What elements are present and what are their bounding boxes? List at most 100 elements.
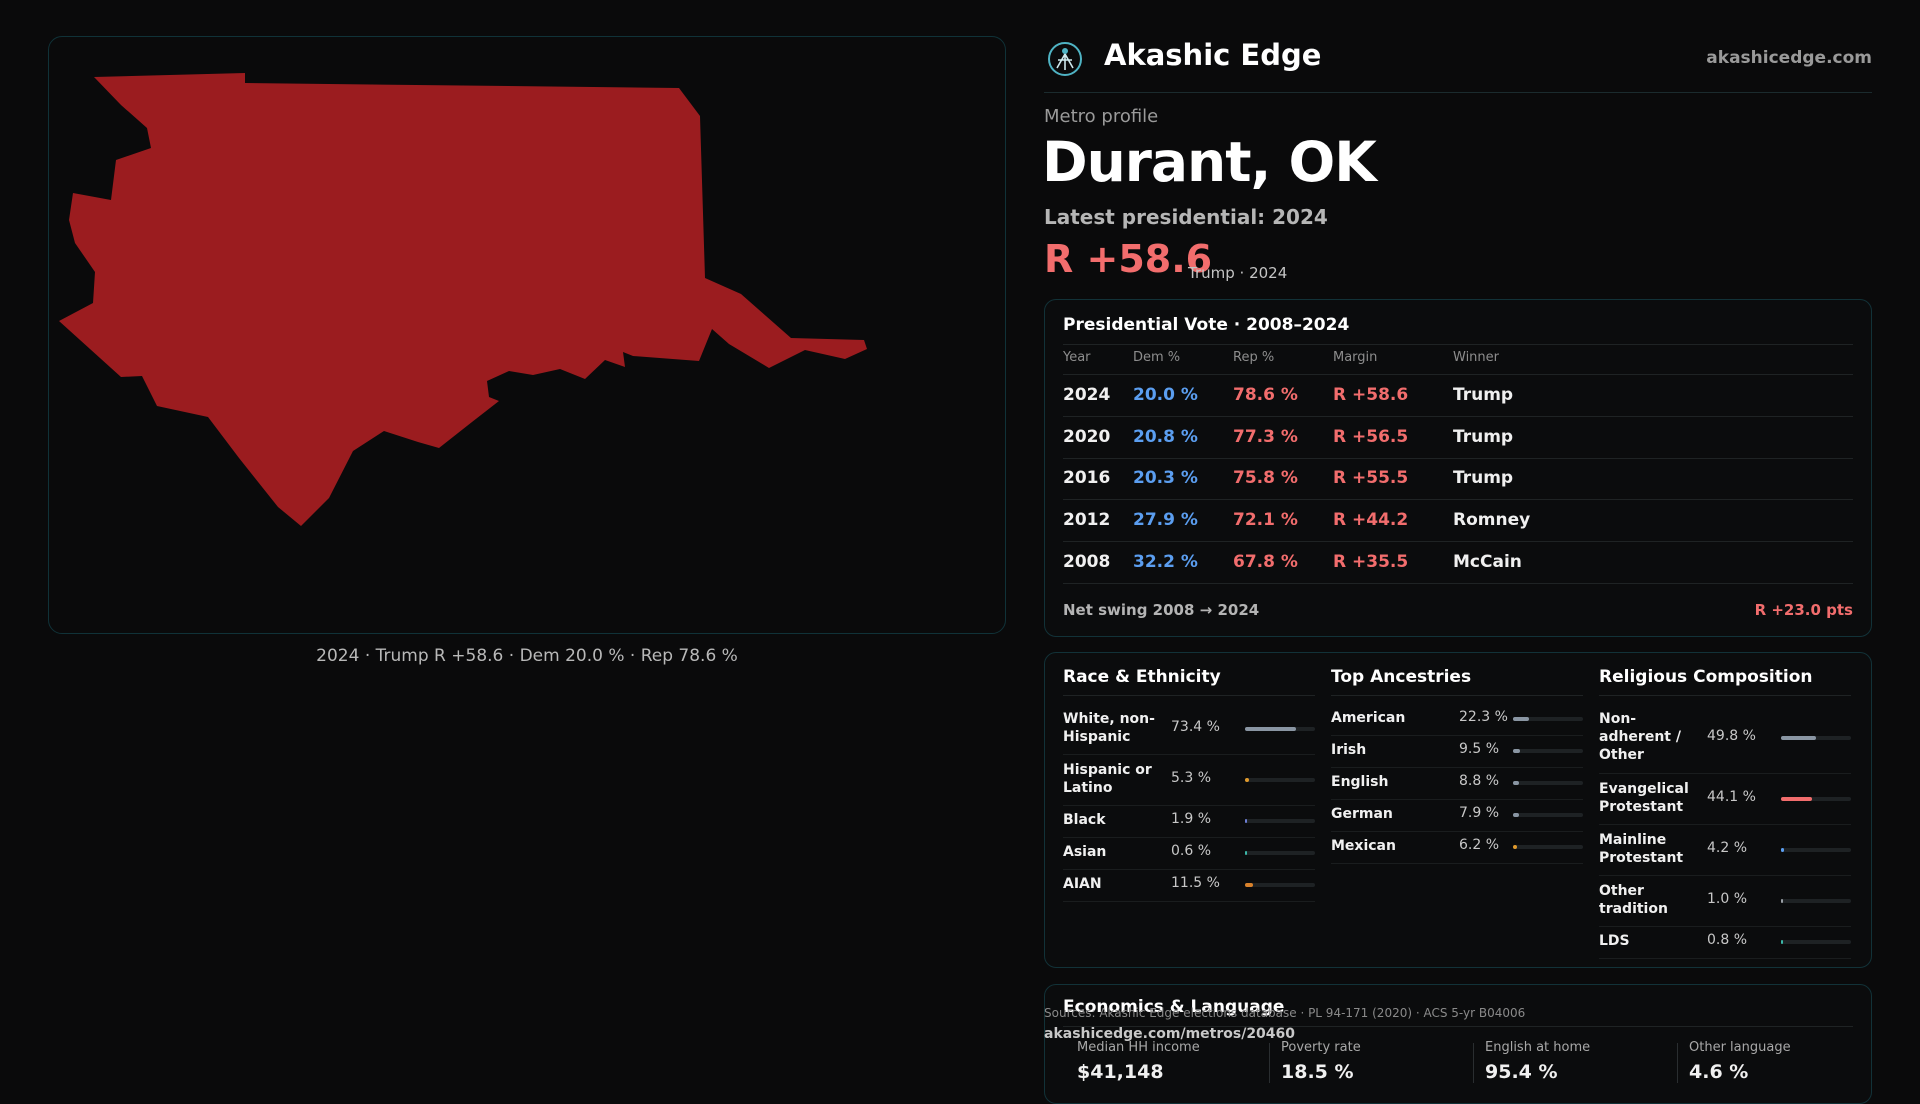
cell-margin: R +35.5 — [1333, 552, 1409, 572]
stat-bar-track — [1513, 845, 1583, 849]
metro-boundary-shape[interactable] — [59, 73, 867, 526]
stat-value: 5.3 % — [1171, 769, 1212, 786]
divider — [1473, 1043, 1474, 1083]
stat-label: American — [1331, 710, 1406, 726]
stat-bar-fill — [1245, 819, 1247, 823]
stat-label: Irish — [1331, 742, 1367, 758]
stat-label: White, non-Hispanic — [1063, 710, 1155, 745]
net-swing-label: Net swing 2008 → 2024 — [1063, 601, 1260, 619]
brand-header: Akashic Edge akashicedge.com — [1044, 36, 1872, 93]
stat-bar-fill — [1245, 851, 1247, 855]
table-row: 2020 20.8 % 77.3 % R +56.5 Trump — [1063, 417, 1853, 459]
stat-label: German — [1331, 806, 1393, 822]
stat-bar-track — [1513, 781, 1583, 785]
stat-bar-fill — [1245, 726, 1297, 731]
cell-dem: 20.0 % — [1133, 385, 1198, 405]
col-header-margin: Margin — [1333, 350, 1378, 365]
stat-row: English 8.8 % — [1331, 767, 1583, 800]
sources-note: Sources: Akashic Edge elections database… — [1044, 1006, 1526, 1020]
map-panel[interactable] — [48, 36, 1006, 634]
map-caption: 2024 · Trump R +58.6 · Dem 20.0 % · Rep … — [316, 646, 738, 666]
table-row: 2012 27.9 % 72.1 % R +44.2 Romney — [1063, 500, 1853, 542]
stat-bar-fill — [1245, 883, 1254, 887]
stat-bar-fill — [1781, 796, 1812, 801]
econ-stat-value: 18.5 % — [1281, 1061, 1354, 1083]
page-title: Durant, OK — [1042, 130, 1377, 194]
econ-stat: Median HH income $41,148 — [1077, 1040, 1267, 1083]
stat-value: 73.4 % — [1171, 718, 1220, 735]
cell-year: 2008 — [1063, 552, 1111, 572]
top-ancestries-section: Top Ancestries American 22.3 % Irish 9.5 % E… — [1331, 653, 1583, 969]
stat-bar-fill — [1513, 813, 1519, 817]
stat-value: 1.0 % — [1707, 890, 1748, 907]
stat-label: Hispanic or Latino — [1063, 761, 1152, 796]
cell-winner: Trump — [1453, 468, 1514, 488]
divider — [1063, 695, 1315, 696]
stat-row: Asian 0.6 % — [1063, 837, 1315, 870]
stat-row: AIAN 11.5 % — [1063, 869, 1315, 902]
stat-label: AIAN — [1063, 876, 1102, 892]
econ-stat: Other language 4.6 % — [1689, 1040, 1879, 1083]
col-header-dem: Dem % — [1133, 350, 1181, 365]
col-header-winner: Winner — [1453, 350, 1500, 365]
cell-winner: Romney — [1453, 510, 1531, 530]
latest-margin: R +58.6 — [1044, 237, 1213, 281]
stat-row: Evangelical Protestant 44.1 % — [1599, 773, 1851, 825]
col-header-rep: Rep % — [1233, 350, 1275, 365]
latest-margin-detail: Trump · 2024 — [1188, 264, 1288, 282]
stat-row: LDS 0.8 % — [1599, 926, 1851, 959]
stat-bar-fill — [1245, 777, 1249, 782]
stat-bar-fill — [1513, 845, 1518, 849]
stat-label: Mainline Protestant — [1599, 831, 1684, 866]
stat-bar-fill — [1781, 847, 1784, 852]
divider — [1599, 695, 1851, 696]
cell-year: 2016 — [1063, 468, 1111, 488]
economics-language-card: Economics & Language Median HH income $4… — [1044, 984, 1872, 1104]
stat-row: Mexican 6.2 % — [1331, 831, 1583, 864]
metro-permalink[interactable]: akashicedge.com/metros/20460 — [1044, 1026, 1296, 1042]
cell-rep: 75.8 % — [1233, 468, 1298, 488]
race-ethnicity-section: Race & Ethnicity White, non-Hispanic 73.4… — [1063, 653, 1315, 969]
akashic-logo-icon — [1046, 40, 1084, 82]
cell-margin: R +55.5 — [1333, 468, 1409, 488]
economics-title: Economics & Language — [1063, 997, 1285, 1017]
stat-row: Non-adherent / Other 49.8 % — [1599, 703, 1851, 774]
econ-stat-value: 95.4 % — [1485, 1061, 1558, 1083]
presidential-vote-card: Presidential Vote · 2008–2024 Year Dem %… — [1044, 299, 1872, 637]
stat-bar-track — [1781, 736, 1851, 740]
top-ancestries-title: Top Ancestries — [1331, 667, 1472, 687]
econ-stat-label: Median HH income — [1077, 1040, 1200, 1055]
econ-stat: Poverty rate 18.5 % — [1281, 1040, 1471, 1083]
metro-map[interactable] — [49, 37, 1006, 634]
brand-url-link[interactable]: akashicedge.com — [1706, 48, 1872, 68]
stat-value: 7.9 % — [1459, 805, 1500, 821]
stat-label: Black — [1063, 812, 1106, 828]
stat-bar-track — [1245, 883, 1315, 887]
cell-rep: 67.8 % — [1233, 552, 1298, 572]
stat-bar-track — [1245, 777, 1315, 782]
latest-presidential-label: Latest presidential: 2024 — [1044, 205, 1328, 229]
stat-bar-fill — [1513, 781, 1520, 785]
stat-row: White, non-Hispanic 73.4 % — [1063, 703, 1315, 755]
stat-label: Mexican — [1331, 838, 1396, 854]
cell-winner: Trump — [1453, 385, 1514, 405]
race-ethnicity-title: Race & Ethnicity — [1063, 667, 1221, 687]
page-eyebrow: Metro profile — [1044, 106, 1159, 127]
stat-row: German 7.9 % — [1331, 799, 1583, 832]
cell-year: 2024 — [1063, 385, 1111, 405]
stat-value: 6.2 % — [1459, 837, 1500, 853]
stat-bar-track — [1245, 726, 1315, 731]
cell-year: 2020 — [1063, 427, 1111, 447]
stat-value: 49.8 % — [1707, 728, 1756, 744]
table-row: 2024 20.0 % 78.6 % R +58.6 Trump — [1063, 375, 1853, 417]
stat-bar-track — [1781, 940, 1851, 944]
cell-dem: 20.3 % — [1133, 468, 1198, 488]
econ-stat-label: English at home — [1485, 1040, 1591, 1055]
stat-value: 22.3 % — [1459, 709, 1508, 725]
stat-row: Black 1.9 % — [1063, 805, 1315, 838]
stat-bar-fill — [1513, 717, 1529, 721]
cell-margin: R +58.6 — [1333, 385, 1409, 405]
stat-row: American 22.3 % — [1331, 703, 1583, 736]
cell-winner: Trump — [1453, 427, 1514, 447]
cell-rep: 77.3 % — [1233, 427, 1298, 447]
